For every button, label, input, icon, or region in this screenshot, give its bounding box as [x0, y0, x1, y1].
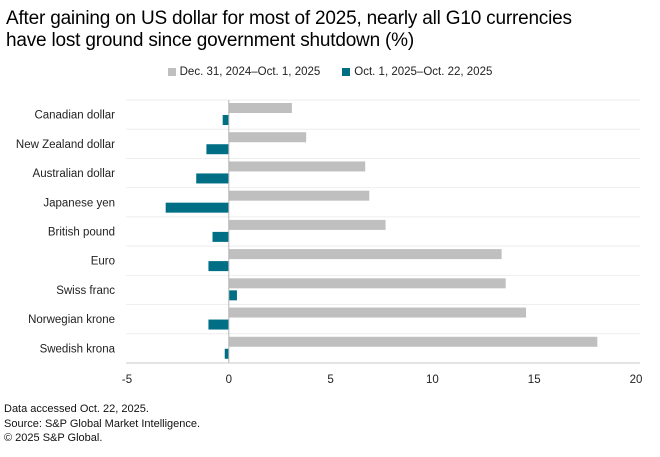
footer-copyright: © 2025 S&P Global.: [4, 432, 103, 444]
chart-legend: Dec. 31, 2024–Oct. 1, 2025 Oct. 1, 2025–…: [0, 66, 660, 78]
footer-data-accessed: Data accessed Oct. 22, 2025.: [4, 403, 149, 415]
x-tick-label: 15: [528, 374, 541, 386]
legend-label-period-1: Dec. 31, 2024–Oct. 1, 2025: [179, 66, 321, 78]
category-label: Euro: [91, 256, 115, 268]
bar-period-2: [228, 290, 237, 301]
bar-period-2: [165, 202, 229, 213]
legend-item-period-1: Dec. 31, 2024–Oct. 1, 2025: [167, 66, 321, 78]
bar-period-1: [228, 249, 502, 260]
bar-period-1: [228, 103, 292, 113]
bar-period-1: [228, 132, 307, 143]
category-label: Australian dollar: [33, 168, 116, 180]
legend-label-period-2: Oct. 1, 2025–Oct. 22, 2025: [354, 66, 493, 78]
chart-title-line-2: have lost ground since government shutdo…: [6, 30, 414, 51]
bar-period-1: [228, 161, 366, 172]
label-layer: Canadian dollar New Zealand dollar Austral…: [16, 110, 642, 386]
bar-period-2: [208, 261, 229, 272]
bar-period-1: [228, 307, 527, 318]
chart-title: After gaining on US dollar for most of 2…: [6, 8, 656, 52]
bar-period-2: [222, 115, 229, 125]
bar-period-1: [228, 278, 506, 289]
chart-title-line-1: After gaining on US dollar for most of 2…: [6, 8, 572, 29]
category-label: Swedish krona: [40, 343, 116, 355]
category-label: Japanese yen: [43, 197, 115, 209]
bar-layer: [165, 103, 598, 359]
x-tick-label: -5: [122, 374, 132, 386]
chart-footer: Data accessed Oct. 22, 2025. Source: S&P…: [4, 402, 200, 446]
x-tick-label: 10: [426, 374, 439, 386]
category-label: British pound: [48, 227, 115, 239]
x-tick-label: 20: [630, 374, 643, 386]
grid-layer: [126, 99, 640, 335]
category-label: Norwegian krone: [28, 314, 115, 326]
bar-period-2: [208, 319, 229, 330]
bar-period-1: [228, 336, 598, 347]
category-label: Swiss franc: [56, 285, 115, 297]
bar-period-2: [196, 173, 229, 184]
bar-period-1: [228, 190, 370, 201]
x-tick-label: 0: [226, 374, 232, 386]
legend-swatch-period-1: [167, 68, 176, 76]
bar-period-1: [228, 219, 386, 230]
category-label: New Zealand dollar: [16, 139, 115, 151]
footer-source: Source: S&P Global Market Intelligence.: [4, 417, 201, 430]
x-tick-label: 5: [327, 374, 333, 386]
legend-item-period-2: Oct. 1, 2025–Oct. 22, 2025: [342, 66, 492, 78]
category-label: Canadian dollar: [34, 110, 115, 122]
axis-layer: [126, 100, 640, 364]
legend-swatch-period-2: [342, 68, 351, 76]
bar-period-2: [212, 231, 229, 242]
bar-period-2: [224, 348, 229, 359]
bar-period-2: [206, 144, 229, 155]
bar-chart: Canadian dollar New Zealand dollar Austral…: [16, 99, 642, 386]
